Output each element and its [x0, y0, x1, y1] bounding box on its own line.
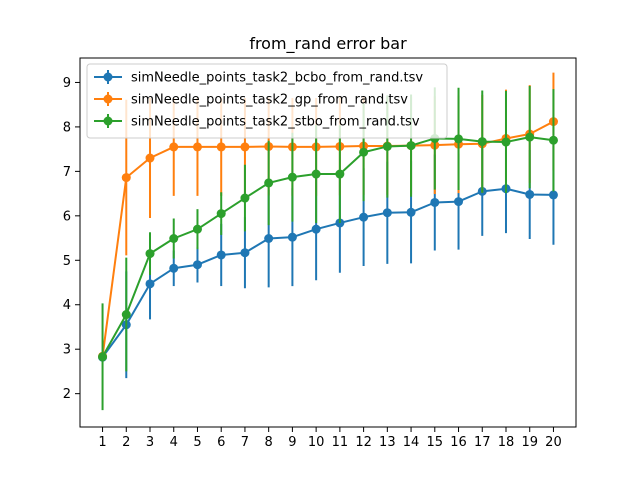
data-point — [145, 153, 155, 163]
x-tick-label: 5 — [193, 435, 201, 450]
x-tick-label: 18 — [498, 435, 515, 450]
data-point — [121, 310, 131, 320]
legend-marker — [103, 94, 113, 104]
x-tick-label: 15 — [427, 435, 444, 450]
x-tick-label: 10 — [308, 435, 325, 450]
data-point — [216, 142, 226, 152]
x-tick-label: 9 — [288, 435, 296, 450]
data-point — [169, 234, 179, 243]
data-point — [145, 279, 155, 289]
data-point — [359, 212, 369, 222]
x-tick-label: 14 — [403, 435, 420, 450]
data-point — [311, 169, 321, 179]
data-point — [98, 352, 108, 362]
data-point — [548, 190, 558, 200]
legend-item: simNeedle_points_task2_bcbo_from_rand.ts… — [94, 70, 423, 86]
y-tick-label: 5 — [63, 254, 71, 269]
x-tick-label: 20 — [545, 435, 562, 450]
data-point — [145, 249, 155, 259]
legend-box — [86, 63, 448, 139]
data-point — [359, 147, 369, 157]
data-point — [121, 173, 131, 183]
data-point — [192, 260, 202, 270]
x-tick-label: 8 — [265, 435, 273, 450]
data-point — [169, 142, 179, 152]
data-point — [192, 142, 202, 152]
x-tick-label: 11 — [332, 435, 349, 450]
data-point — [264, 234, 274, 243]
x-tick-label: 2 — [122, 435, 130, 450]
x-tick-label: 1 — [98, 435, 106, 450]
data-point — [216, 250, 226, 260]
data-point — [430, 197, 440, 207]
data-point — [311, 224, 321, 234]
data-point — [240, 248, 250, 258]
data-point — [335, 169, 345, 179]
axes-frame — [79, 57, 577, 428]
data-point — [454, 197, 464, 207]
legend-label: simNeedle_points_task2_gp_from_rand.tsv — [131, 93, 408, 108]
legend-label: simNeedle_points_task2_bcbo_from_rand.ts… — [131, 71, 423, 86]
data-point — [525, 132, 535, 142]
data-point — [240, 193, 250, 203]
data-point — [287, 172, 297, 182]
data-point — [382, 141, 392, 151]
x-tick-label: 13 — [379, 435, 396, 450]
legend-label: simNeedle_points_task2_stbo_from_rand.ts… — [131, 115, 420, 130]
x-tick-label: 17 — [474, 435, 491, 450]
data-point — [192, 224, 202, 234]
x-tick-label: 3 — [146, 435, 154, 450]
legend-item: simNeedle_points_task2_gp_from_rand.tsv — [94, 92, 408, 108]
chart-title: from_rand error bar — [249, 34, 407, 54]
data-point — [548, 135, 558, 145]
x-tick-label: 4 — [170, 435, 178, 450]
data-point — [287, 232, 297, 242]
data-point — [477, 137, 487, 147]
data-point — [454, 134, 464, 144]
x-tick-label: 19 — [521, 435, 538, 450]
x-tick-label: 7 — [241, 435, 249, 450]
legend-marker — [103, 72, 113, 82]
legend-marker — [103, 116, 113, 126]
x-tick-label: 12 — [355, 435, 372, 450]
data-point — [406, 141, 416, 151]
y-tick-label: 2 — [63, 387, 71, 402]
data-point — [382, 208, 392, 218]
legend: simNeedle_points_task2_bcbo_from_rand.ts… — [86, 63, 448, 139]
data-point — [240, 142, 250, 152]
y-tick-label: 8 — [63, 120, 71, 135]
legend-item: simNeedle_points_task2_stbo_from_rand.ts… — [94, 114, 420, 130]
y-tick-label: 4 — [63, 298, 71, 313]
x-tick-label: 16 — [450, 435, 467, 450]
data-point — [169, 263, 179, 273]
data-point — [264, 178, 274, 188]
data-point — [216, 209, 226, 219]
y-tick-label: 3 — [63, 343, 71, 358]
y-tick-label: 7 — [63, 165, 71, 180]
y-tick-label: 6 — [63, 209, 71, 224]
data-point — [525, 189, 535, 199]
y-tick-label: 9 — [63, 76, 71, 91]
data-point — [501, 137, 511, 147]
x-tick-label: 6 — [217, 435, 225, 450]
data-point — [406, 207, 416, 217]
